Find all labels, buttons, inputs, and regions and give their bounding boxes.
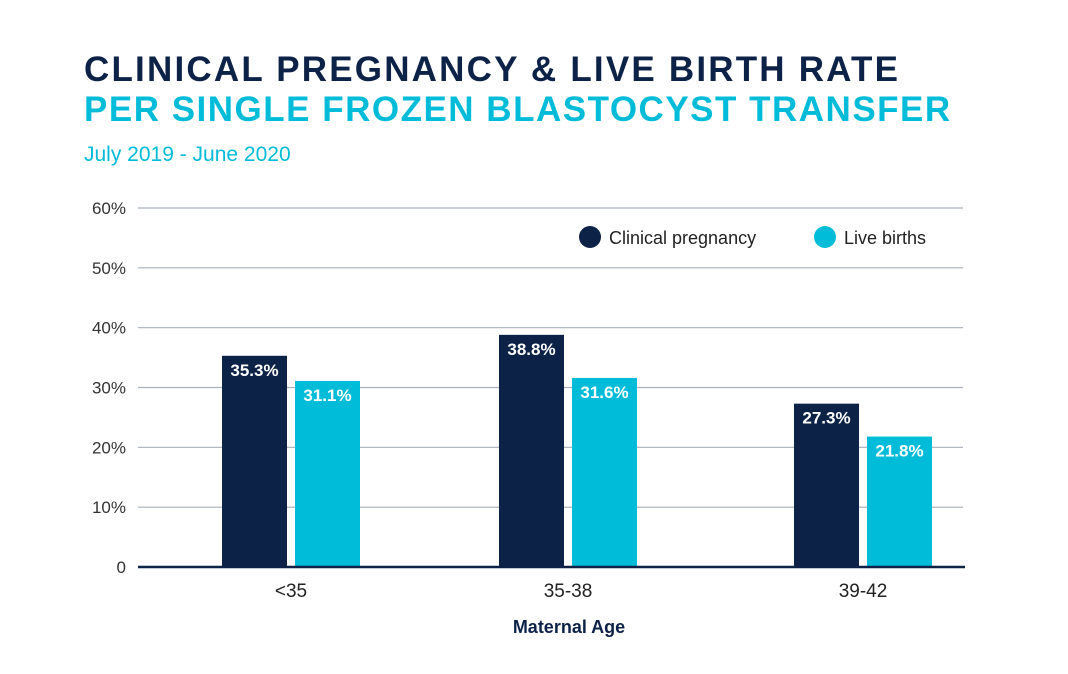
bar xyxy=(867,436,932,567)
date-range: July 2019 - June 2020 xyxy=(84,143,291,166)
x-tick-label: 39-42 xyxy=(839,581,888,602)
bar-value-label: 35.3% xyxy=(230,361,278,380)
bar xyxy=(499,334,564,567)
y-tick-label: 40% xyxy=(92,319,126,338)
y-tick-label: 50% xyxy=(92,259,126,278)
x-axis-title: Maternal Age xyxy=(513,617,625,637)
bar-value-label: 21.8% xyxy=(875,442,923,461)
bar-value-label: 31.6% xyxy=(580,383,628,402)
x-axis-ticks: <35 35-38 39-42 xyxy=(275,581,887,602)
bar-value-label: 31.1% xyxy=(303,386,351,405)
chart-subtitle: PER SINGLE FROZEN BLASTOCYST TRANSFER xyxy=(84,90,952,129)
y-axis-ticks: 0 10% 20% 30% 40% 50% 60% xyxy=(92,199,126,577)
y-tick-label: 0 xyxy=(117,558,126,577)
bar xyxy=(222,355,287,567)
y-tick-label: 60% xyxy=(92,199,126,218)
x-tick-label: 35-38 xyxy=(544,581,593,602)
bar xyxy=(572,377,637,567)
legend-swatch xyxy=(579,226,601,248)
legend-swatch xyxy=(814,226,836,248)
bar-value-label: 38.8% xyxy=(507,340,555,359)
legend-label: Clinical pregnancy xyxy=(609,228,756,248)
legend: Clinical pregnancy Live births xyxy=(579,226,926,248)
bar xyxy=(295,380,360,567)
x-tick-label: <35 xyxy=(275,581,307,602)
y-tick-label: 10% xyxy=(92,498,126,517)
chart-title: CLINICAL PREGNANCY & LIVE BIRTH RATE xyxy=(84,50,901,89)
bar-value-label: 27.3% xyxy=(802,409,850,428)
bars: 35.3% 31.1% 38.8% 31.6% 27.3% 21.8% xyxy=(222,334,932,567)
y-tick-label: 30% xyxy=(92,379,126,398)
y-tick-label: 20% xyxy=(92,438,126,457)
legend-label: Live births xyxy=(844,228,926,248)
bar xyxy=(794,403,859,567)
